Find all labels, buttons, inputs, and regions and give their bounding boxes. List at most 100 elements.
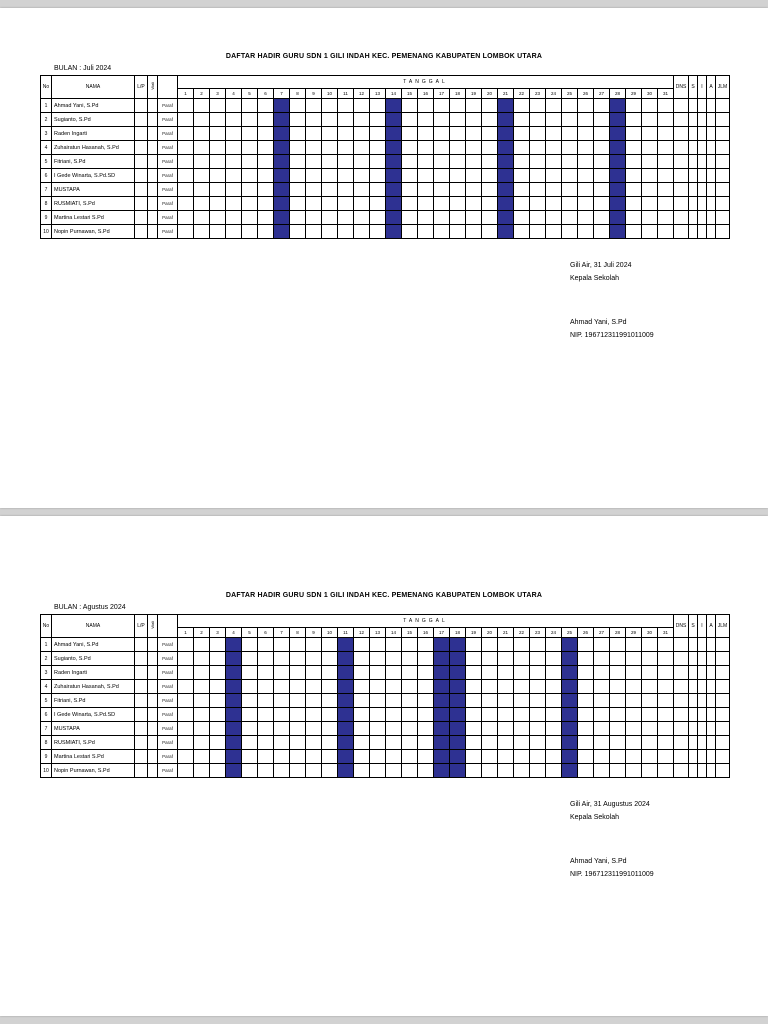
attendance-cell <box>561 749 578 764</box>
attendance-cell <box>609 637 626 652</box>
attendance-cell <box>289 679 306 694</box>
attendance-cell <box>385 665 402 680</box>
attendance-cell <box>385 224 402 239</box>
attendance-cell <box>177 98 194 113</box>
attendance-cell <box>513 210 530 225</box>
attendance-cell <box>177 182 194 197</box>
attendance-cell <box>193 735 210 750</box>
attendance-cell <box>241 112 258 127</box>
attendance-cell <box>497 98 514 113</box>
jlm-cell <box>715 763 730 778</box>
jlm-cell <box>715 140 730 155</box>
column-header-jlm: JLM <box>715 614 730 638</box>
paraf-cell: Paraf <box>157 98 178 113</box>
attendance-cell <box>385 140 402 155</box>
s-cell <box>688 168 698 183</box>
attendance-cell <box>401 182 418 197</box>
attendance-cell <box>593 707 610 722</box>
attendance-cell <box>241 224 258 239</box>
attendance-cell <box>497 693 514 708</box>
date-header: 14 <box>385 88 402 99</box>
attendance-cell <box>337 721 354 736</box>
attendance-cell <box>545 637 562 652</box>
jlm-cell <box>715 721 730 736</box>
attendance-cell <box>561 182 578 197</box>
attendance-cell <box>321 126 338 141</box>
i-cell <box>697 224 707 239</box>
attendance-cell <box>193 112 210 127</box>
attendance-cell <box>353 763 370 778</box>
attendance-cell <box>177 196 194 211</box>
lp-cell <box>134 665 148 680</box>
attendance-cell <box>177 651 194 666</box>
column-header-lp: L/P <box>134 614 148 638</box>
row-number: 9 <box>40 210 52 225</box>
attendance-cell <box>401 168 418 183</box>
lp-cell <box>134 693 148 708</box>
attendance-cell <box>433 98 450 113</box>
attendance-cell <box>369 679 386 694</box>
attendance-cell <box>241 735 258 750</box>
attendance-cell <box>433 168 450 183</box>
attendance-cell <box>225 210 242 225</box>
attendance-cell <box>353 210 370 225</box>
attendance-cell <box>289 721 306 736</box>
attendance-cell <box>577 154 594 169</box>
a-cell <box>706 637 716 652</box>
jlm-cell <box>715 196 730 211</box>
row-number: 4 <box>40 679 52 694</box>
i-cell <box>697 98 707 113</box>
attendance-cell <box>241 665 258 680</box>
attendance-cell <box>577 749 594 764</box>
attendance-cell <box>641 196 658 211</box>
teacher-row: 7 MUSTAPA Paraf <box>40 182 730 197</box>
date-header: 16 <box>417 627 434 638</box>
attendance-cell <box>481 721 498 736</box>
attendance-cell <box>257 112 274 127</box>
attendance-cell <box>497 168 514 183</box>
attendance-cell <box>257 196 274 211</box>
attendance-cell <box>641 182 658 197</box>
attendance-cell <box>353 112 370 127</box>
attendance-cell <box>593 154 610 169</box>
date-header: 25 <box>561 88 578 99</box>
attendance-cell <box>529 210 546 225</box>
dns-cell <box>673 693 689 708</box>
attendance-cell <box>273 735 290 750</box>
signature-name: Ahmad Yani, S.Pd <box>570 858 627 865</box>
attendance-cell <box>401 749 418 764</box>
attendance-cell <box>465 196 482 211</box>
attendance-cell <box>353 140 370 155</box>
lp-cell <box>134 651 148 666</box>
s-cell <box>688 721 698 736</box>
jlm-cell <box>715 126 730 141</box>
attendance-cell <box>305 182 322 197</box>
attendance-cell <box>353 182 370 197</box>
attendance-cell <box>561 707 578 722</box>
attendance-cell <box>321 154 338 169</box>
attendance-cell <box>417 721 434 736</box>
attendance-cell <box>561 679 578 694</box>
attendance-cell <box>449 210 466 225</box>
attendance-cell <box>273 651 290 666</box>
attendance-cell <box>625 735 642 750</box>
attendance-cell <box>481 168 498 183</box>
attendance-cell <box>209 637 226 652</box>
date-header: 5 <box>241 88 258 99</box>
attendance-cell <box>497 735 514 750</box>
teacher-name: Ahmad Yani, S.Pd <box>51 98 135 113</box>
attendance-cell <box>609 196 626 211</box>
date-header: 1 <box>177 627 194 638</box>
attendance-cell <box>305 140 322 155</box>
attendance-cell <box>305 735 322 750</box>
attendance-cell <box>529 98 546 113</box>
a-cell <box>706 98 716 113</box>
attendance-cell <box>433 693 450 708</box>
attendance-cell <box>497 224 514 239</box>
attendance-cell <box>401 651 418 666</box>
attendance-cell <box>465 98 482 113</box>
row-number: 4 <box>40 140 52 155</box>
attendance-cell <box>433 154 450 169</box>
row-number: 2 <box>40 651 52 666</box>
